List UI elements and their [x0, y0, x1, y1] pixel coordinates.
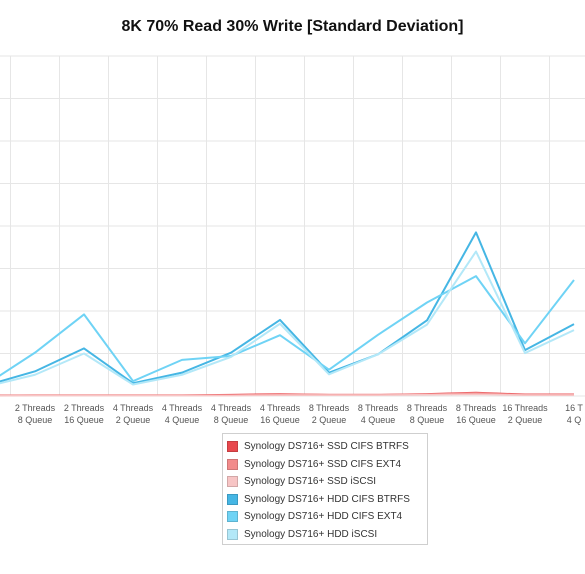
x-tick-label: 2 Threads: [64, 403, 105, 413]
legend-swatch: [227, 528, 238, 540]
legend-item[interactable]: Synology DS716+ HDD CIFS BTRFS: [227, 491, 427, 509]
legend: Synology DS716+ SSD CIFS BTRFS Synology D…: [222, 433, 428, 545]
series-line-2: [0, 393, 574, 397]
x-tick-label: 16 Threads: [502, 403, 548, 413]
x-tick-label: 8 Threads: [456, 403, 497, 413]
x-tick-label: 8 Queue: [410, 415, 445, 425]
x-tick-label: 8 Threads: [309, 403, 350, 413]
x-tick-label: 8 Queue: [214, 415, 249, 425]
grid: [0, 55, 585, 397]
x-tick-label: 4 Threads: [113, 403, 154, 413]
series-line-4: [0, 275, 575, 383]
legend-item[interactable]: Synology DS716+ SSD CIFS BTRFS: [227, 438, 427, 456]
legend-swatch: [227, 511, 238, 523]
x-tick-label: 16 T: [565, 403, 583, 413]
chart-title: 8K 70% Read 30% Write [Standard Deviatio…: [121, 18, 464, 35]
legend-swatch: [227, 493, 238, 505]
x-tick-label: 2 Queue: [312, 415, 347, 425]
legend-label: Synology DS716+ SSD CIFS EXT4: [244, 458, 402, 470]
legend-item[interactable]: Synology DS716+ SSD iSCSI: [227, 473, 427, 491]
x-tick-label: 4 Threads: [260, 403, 301, 413]
legend-label: Synology DS716+ SSD iSCSI: [244, 476, 377, 488]
series-line-3: [0, 231, 575, 385]
x-tick-label: 16 Queue: [260, 415, 300, 425]
x-tick-label: 8 Threads: [407, 403, 448, 413]
x-tick-label: 2 Queue: [116, 415, 151, 425]
legend-item[interactable]: Synology DS716+ HDD CIFS EXT4: [227, 508, 427, 526]
legend-swatch: [227, 476, 238, 488]
legend-label: Synology DS716+ HDD CIFS BTRFS: [244, 493, 410, 505]
x-tick-label: 4 Threads: [162, 403, 203, 413]
legend-label: Synology DS716+ HDD iSCSI: [244, 528, 378, 540]
x-tick-label: 4 Queue: [361, 415, 396, 425]
x-tick-label: 8 Queue: [18, 415, 53, 425]
x-tick-label: 4 Queue: [165, 415, 200, 425]
legend-label: Synology DS716+ HDD CIFS EXT4: [244, 511, 403, 523]
legend-label: Synology DS716+ SSD CIFS BTRFS: [244, 441, 409, 453]
legend-item[interactable]: Synology DS716+ SSD CIFS EXT4: [227, 456, 427, 474]
series-layer: [0, 231, 575, 397]
x-tick-label: 16 Queue: [64, 415, 104, 425]
legend-item[interactable]: Synology DS716+ HDD iSCSI: [227, 526, 427, 544]
series-line-5: [0, 250, 575, 386]
x-tick-label: 2 Threads: [15, 403, 56, 413]
legend-swatch: [227, 458, 238, 470]
x-tick-label: 4 Threads: [211, 403, 252, 413]
legend-swatch: [227, 441, 238, 453]
x-tick-label: 8 Threads: [358, 403, 399, 413]
x-tick-label: 16 Queue: [456, 415, 496, 425]
x-tick-label: 4 Q: [567, 415, 582, 425]
x-tick-label: 2 Queue: [508, 415, 543, 425]
